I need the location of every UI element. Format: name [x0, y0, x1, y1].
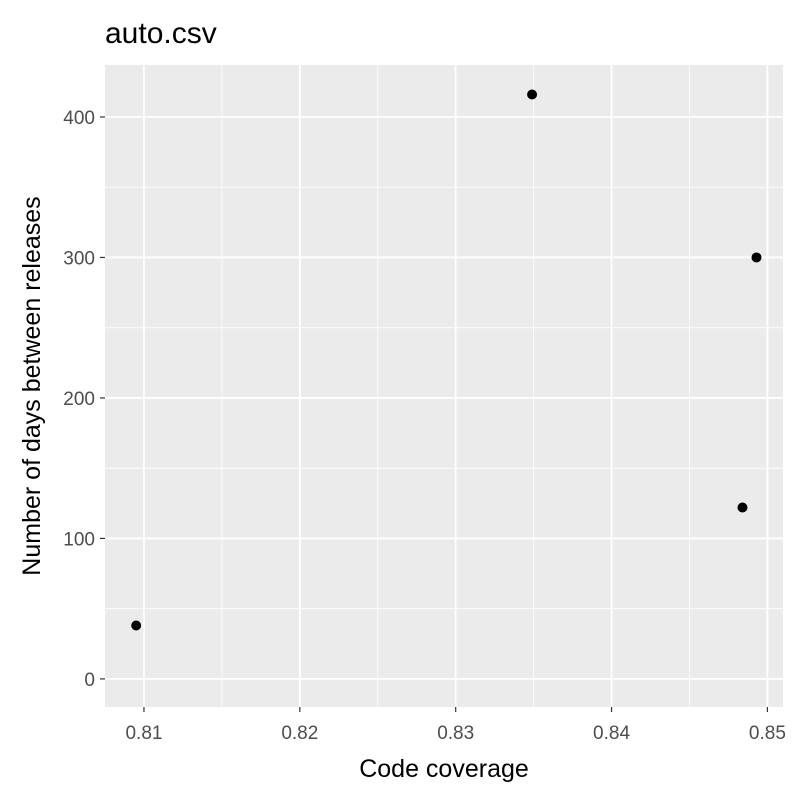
x-axis-title: Code coverage	[359, 755, 529, 783]
data-points	[131, 89, 762, 631]
y-tick-label: 200	[63, 389, 95, 410]
data-point	[751, 252, 762, 263]
y-tick-label: 300	[63, 248, 95, 269]
chart-title: auto.csv	[105, 17, 217, 50]
data-point	[527, 89, 538, 100]
x-tick-label: 0.83	[437, 723, 474, 744]
minor-gridlines	[105, 65, 783, 707]
data-point	[131, 620, 142, 631]
plot-panel	[105, 65, 783, 707]
x-tick-label: 0.82	[281, 723, 318, 744]
x-tick-label: 0.84	[593, 723, 630, 744]
y-tick-label: 400	[63, 108, 95, 129]
y-tick-label: 100	[63, 529, 95, 550]
y-axis-ticks: 0 100 200 300 400	[63, 108, 105, 691]
x-axis-ticks: 0.81 0.82 0.83 0.84 0.85	[125, 707, 786, 744]
y-axis-title: Number of days between releases	[18, 196, 46, 575]
y-tick-label: 0	[84, 670, 95, 691]
data-point	[737, 502, 748, 513]
x-tick-label: 0.81	[125, 723, 162, 744]
x-tick-label: 0.85	[749, 723, 786, 744]
major-gridlines	[105, 65, 783, 707]
